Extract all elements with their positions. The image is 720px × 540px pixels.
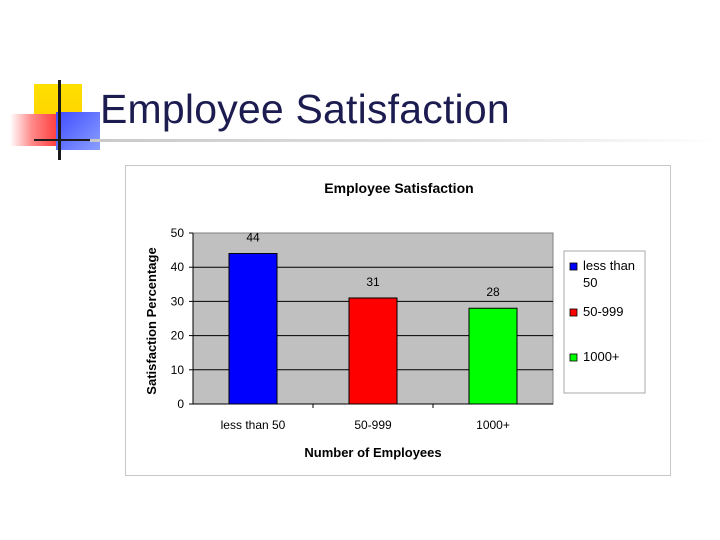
x-tick-label: less than 50 [221,418,286,432]
data-labels: 44 31 28 [246,231,500,300]
x-tick-labels: less than 50 50-999 1000+ [221,418,510,432]
legend: less than 50 50-999 1000+ [563,250,646,394]
y-tick-label: 30 [171,294,185,308]
x-tick-label: 50-999 [354,418,392,432]
legend-box [563,250,646,394]
data-label: 28 [486,285,500,299]
legend-label-continued: 50 [583,275,597,290]
x-tick-label: 1000+ [476,418,510,432]
bar [468,307,518,405]
y-tick-label: 0 [177,397,184,411]
legend-swatch [569,308,578,317]
decorative-red-bar [10,114,58,146]
bars [228,253,518,405]
y-tick-label: 20 [171,329,185,343]
title-underline [90,139,720,142]
legend-label: 50-999 [583,304,623,319]
legend-swatch [569,262,578,271]
legend-label: less than [583,258,635,273]
y-tick-labels: 0 10 20 30 40 50 [171,226,185,411]
slide-title: Employee Satisfaction [100,86,510,132]
employee-satisfaction-chart: Employee Satisfaction 0 10 20 30 40 50 44 31 28… [144,180,646,460]
x-axis-label: Number of Employees [304,445,441,460]
y-tick-label: 50 [171,226,185,240]
data-label: 31 [366,275,380,289]
chart-title: Employee Satisfaction [324,180,473,196]
y-tick-label: 10 [171,363,185,377]
decorative-vertical-line [58,80,61,160]
decorative-blue-square [56,112,100,150]
legend-swatch [569,353,578,362]
bar [228,253,278,405]
data-label: 44 [246,231,260,245]
bar [348,297,398,405]
decorative-horizontal-line [34,139,94,141]
chart-frame: Employee Satisfaction 0 10 20 30 40 50 44 31 28… [125,165,671,476]
y-tick-label: 40 [171,260,185,274]
y-axis-label: Satisfaction Percentage [144,247,159,394]
legend-label: 1000+ [583,349,620,364]
